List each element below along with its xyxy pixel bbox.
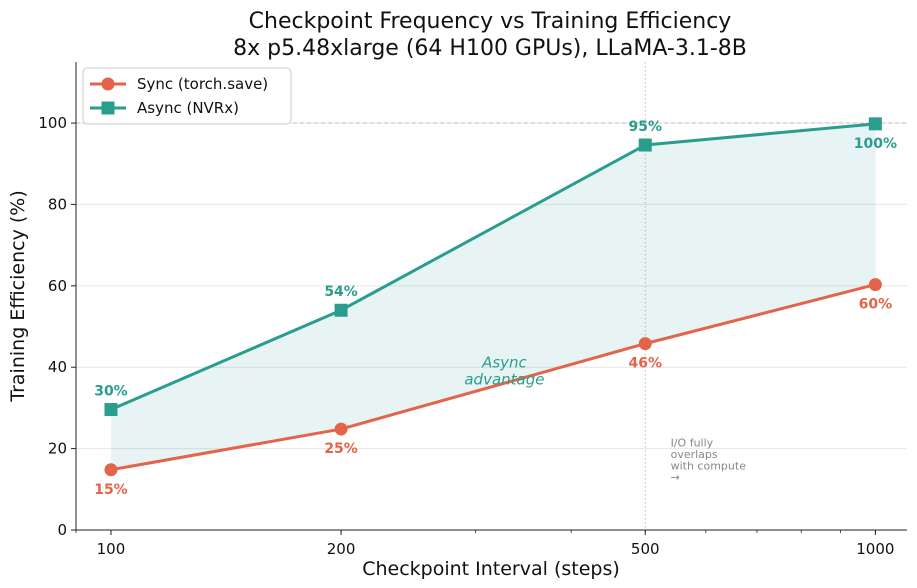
series-layer: 15% 25% 46% 60% 30% 54% 95% 100%: [94, 117, 897, 498]
annotation-io-overlap: with compute: [671, 460, 747, 473]
data-point: [104, 403, 118, 417]
data-point: [104, 463, 118, 477]
y-tick-label: 60: [48, 277, 67, 295]
data-label: 46%: [628, 356, 662, 372]
data-label: 15%: [94, 482, 128, 498]
y-tick-label: 0: [57, 521, 67, 539]
async-advantage-area: [110, 123, 876, 470]
series-line-0: [110, 283, 876, 472]
legend-label: Async (NVRx): [137, 99, 239, 117]
y-axis-label: Training Efficiency (%): [7, 190, 29, 402]
data-label: 95%: [628, 119, 662, 135]
data-point: [334, 303, 348, 317]
x-axis-label: Checkpoint Interval (steps): [362, 558, 620, 580]
legend: Sync (torch.save) Async (NVRx): [82, 67, 292, 125]
annotation-io-overlap: I/O fully: [671, 437, 714, 450]
data-point: [638, 138, 652, 152]
axis-layer: 0 20 40 60 80 100 100 200 500 1000: [38, 62, 907, 558]
x-tick-label: 1000: [856, 540, 894, 558]
data-point: [334, 422, 348, 436]
chart-title: Checkpoint Frequency vs Training Efficie…: [249, 9, 732, 34]
y-tick-label: 20: [48, 440, 67, 458]
legend-box: [82, 67, 292, 125]
data-point: [638, 337, 652, 351]
fill-layer: [110, 123, 876, 470]
data-label: 25%: [324, 441, 358, 457]
legend-marker: [101, 77, 115, 91]
annotation-io-overlap: →: [671, 471, 680, 484]
y-tick-label: 80: [48, 195, 67, 213]
series-line-1: [110, 122, 876, 411]
legend-marker: [101, 101, 115, 115]
legend-label: Sync (torch.save): [137, 75, 268, 93]
y-tick-label: 100: [38, 114, 67, 132]
x-tick-label: 500: [631, 540, 660, 558]
annotation-io-overlap: overlaps: [671, 448, 718, 461]
annotation-async-advantage: Async: [481, 353, 527, 371]
data-label: 54%: [324, 284, 358, 300]
data-point: [868, 117, 882, 131]
annotation-async-advantage: advantage: [464, 370, 544, 388]
data-label: 30%: [94, 384, 128, 400]
data-label: 60%: [859, 297, 893, 313]
x-tick-label: 200: [327, 540, 356, 558]
data-label: 100%: [854, 136, 897, 152]
x-tick-label: 100: [97, 540, 126, 558]
y-tick-label: 40: [48, 358, 67, 376]
data-point: [868, 278, 882, 292]
chart-subtitle: 8x p5.48xlarge (64 H100 GPUs), LLaMA-3.1…: [233, 36, 747, 61]
